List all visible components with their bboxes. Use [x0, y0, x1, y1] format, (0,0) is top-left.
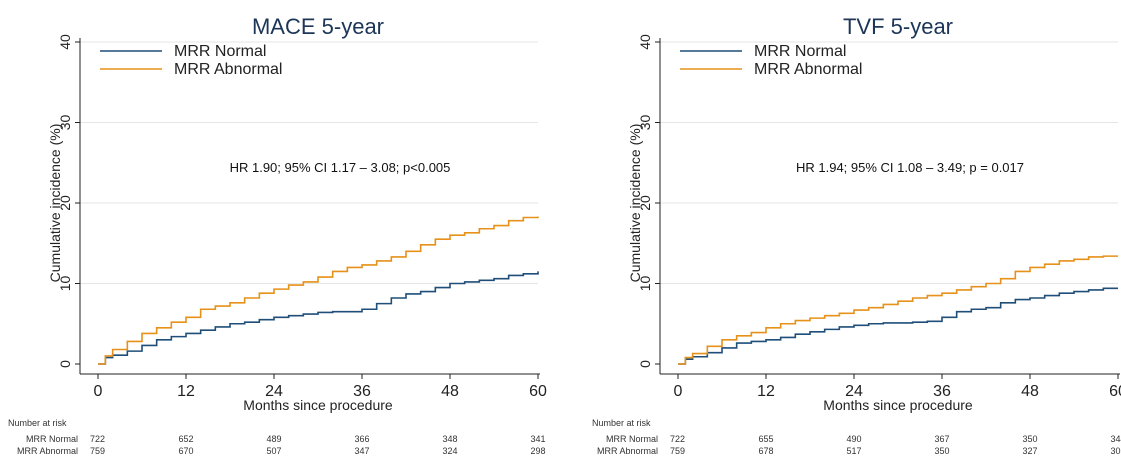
risk-value: 507 — [266, 446, 281, 456]
risk-value: 490 — [846, 434, 861, 444]
x-tick-label: 12 — [177, 383, 195, 400]
legend-entry: MRR Normal — [174, 43, 266, 60]
risk-value: 722 — [90, 434, 105, 444]
x-tick-label: 0 — [94, 383, 103, 400]
risk-value: 759 — [670, 446, 685, 456]
y-axis-label: Cumulative incidence (%) — [47, 124, 63, 283]
y-tick-label: 10 — [637, 276, 653, 292]
y-tick-label: 40 — [57, 34, 73, 50]
y-axis-label: Cumulative incidence (%) — [627, 124, 643, 283]
risk-value: 350 — [1022, 434, 1037, 444]
risk-value: 655 — [758, 434, 773, 444]
x-tick-label: 48 — [441, 383, 459, 400]
x-tick-label: 36 — [353, 383, 371, 400]
y-tick-label: 40 — [637, 34, 653, 50]
series-line-mrr-abnormal — [98, 216, 539, 365]
y-tick-label: 0 — [57, 360, 73, 368]
risk-value: 341 — [530, 434, 545, 444]
risk-value: 722 — [670, 434, 685, 444]
y-tick-label: 10 — [57, 276, 73, 292]
risk-value: 759 — [90, 446, 105, 456]
x-tick-label: 12 — [757, 383, 775, 400]
legend-entry: MRR Abnormal — [754, 61, 862, 78]
y-tick-label: 20 — [637, 195, 653, 211]
x-axis-label: Months since procedure — [823, 397, 973, 413]
risk-value: 348 — [442, 434, 457, 444]
x-tick-label: 24 — [265, 383, 283, 400]
y-tick-label: 30 — [637, 115, 653, 131]
series-line-mrr-normal — [678, 287, 1118, 365]
y-tick-label: 30 — [57, 115, 73, 131]
risk-value: 344 — [1110, 434, 1121, 444]
x-tick-label: 48 — [1021, 383, 1039, 400]
series-line-mrr-abnormal — [678, 255, 1118, 365]
hazard-ratio-annotation: HR 1.90; 95% CI 1.17 – 3.08; p<0.005 — [230, 160, 451, 175]
chart-panel-1: MACE 5-year 0 10 20 30 40 0 12 24 36 48 60 Months si… — [8, 14, 547, 456]
risk-value: 347 — [354, 446, 369, 456]
x-tick-label: 24 — [845, 383, 863, 400]
risk-value: 517 — [846, 446, 861, 456]
x-axis-label: Months since procedure — [243, 397, 393, 413]
risk-value: 489 — [266, 434, 281, 444]
risk-value: 367 — [934, 434, 949, 444]
x-tick-label: 60 — [1109, 383, 1121, 400]
legend-entry: MRR Abnormal — [174, 61, 282, 78]
y-tick-label: 20 — [57, 195, 73, 211]
risk-row-label: MRR Normal — [26, 434, 78, 444]
risk-value: 324 — [442, 446, 457, 456]
x-tick-label: 0 — [674, 383, 683, 400]
risk-table-heading: Number at risk — [592, 418, 651, 428]
risk-value: 652 — [178, 434, 193, 444]
risk-row-label: MRR Abnormal — [597, 446, 658, 456]
risk-value: 298 — [530, 446, 545, 456]
risk-value: 670 — [178, 446, 193, 456]
risk-value: 366 — [354, 434, 369, 444]
chart-panel-2: TVF 5-year 0 10 20 30 40 0 12 24 36 48 60 Months sin… — [592, 14, 1121, 456]
risk-value: 678 — [758, 446, 773, 456]
series-line-mrr-normal — [98, 271, 539, 365]
x-tick-label: 60 — [529, 383, 547, 400]
risk-table-heading: Number at risk — [8, 418, 67, 428]
x-tick-label: 36 — [933, 383, 951, 400]
risk-value: 350 — [934, 446, 949, 456]
risk-value: 327 — [1022, 446, 1037, 456]
chart-title: TVF 5-year — [843, 14, 953, 39]
risk-row-label: MRR Normal — [606, 434, 658, 444]
legend-entry: MRR Normal — [754, 43, 846, 60]
y-tick-label: 0 — [637, 360, 653, 368]
risk-value: 303 — [1110, 446, 1121, 456]
chart-title: MACE 5-year — [252, 14, 384, 39]
hazard-ratio-annotation: HR 1.94; 95% CI 1.08 – 3.49; p = 0.017 — [796, 160, 1024, 175]
risk-row-label: MRR Abnormal — [17, 446, 78, 456]
